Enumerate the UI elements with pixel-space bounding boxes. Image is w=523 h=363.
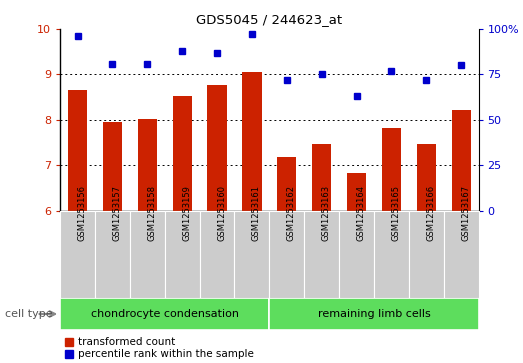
Bar xyxy=(409,211,444,298)
Bar xyxy=(130,211,165,298)
Text: GSM1253164: GSM1253164 xyxy=(357,185,366,241)
Bar xyxy=(234,211,269,298)
Bar xyxy=(347,173,366,211)
Bar xyxy=(374,211,409,298)
Text: GSM1253157: GSM1253157 xyxy=(112,185,121,241)
Text: GSM1253162: GSM1253162 xyxy=(287,185,296,241)
Bar xyxy=(208,85,226,211)
Text: cell type: cell type xyxy=(5,309,53,319)
Text: chondrocyte condensation: chondrocyte condensation xyxy=(91,309,238,319)
Text: remaining limb cells: remaining limb cells xyxy=(317,309,430,319)
Bar xyxy=(444,211,479,298)
Bar xyxy=(269,298,479,330)
Text: GSM1253165: GSM1253165 xyxy=(391,185,401,241)
Text: GSM1253161: GSM1253161 xyxy=(252,185,261,241)
Bar xyxy=(200,211,234,298)
Bar xyxy=(60,298,269,330)
Bar xyxy=(242,72,262,211)
Bar xyxy=(277,157,297,211)
Bar xyxy=(60,211,95,298)
Bar xyxy=(68,90,87,211)
Bar xyxy=(451,110,471,211)
Text: GSM1253163: GSM1253163 xyxy=(322,185,331,241)
Legend: transformed count, percentile rank within the sample: transformed count, percentile rank withi… xyxy=(65,337,254,359)
Text: GSM1253160: GSM1253160 xyxy=(217,185,226,241)
Bar xyxy=(417,144,436,211)
Bar xyxy=(95,211,130,298)
Text: GSM1253159: GSM1253159 xyxy=(182,185,191,241)
Bar xyxy=(339,211,374,298)
Bar xyxy=(138,119,157,211)
Bar xyxy=(304,211,339,298)
Bar xyxy=(173,96,192,211)
Text: GSM1253167: GSM1253167 xyxy=(461,185,470,241)
Title: GDS5045 / 244623_at: GDS5045 / 244623_at xyxy=(196,13,343,26)
Bar xyxy=(165,211,200,298)
Text: GSM1253158: GSM1253158 xyxy=(147,185,156,241)
Bar xyxy=(312,144,331,211)
Bar xyxy=(382,128,401,211)
Bar xyxy=(103,122,122,211)
Text: GSM1253156: GSM1253156 xyxy=(77,185,87,241)
Bar xyxy=(269,211,304,298)
Text: GSM1253166: GSM1253166 xyxy=(426,185,435,241)
